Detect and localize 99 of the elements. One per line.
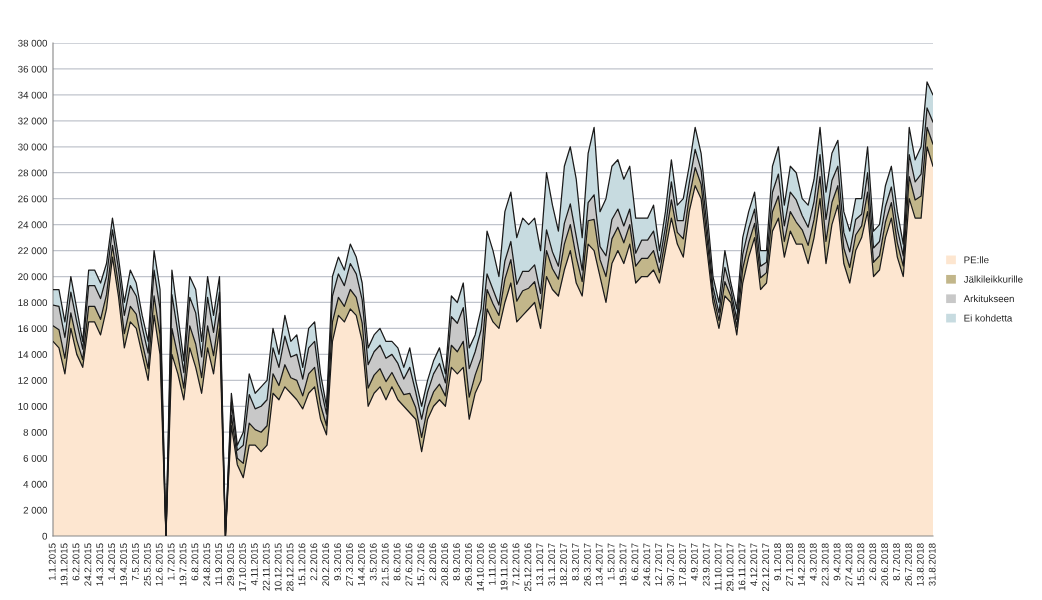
y-tick-label: 26 000 [18, 195, 48, 203]
x-tick-label: 17.8.2017 [679, 543, 686, 586]
y-tick-label: 38 000 [18, 39, 48, 47]
x-tick-label: 8.9.2016 [453, 543, 460, 581]
x-tick-label: 6.6.2017 [631, 543, 639, 581]
x-tick-label: 28.12.2015 [286, 543, 294, 592]
y-tick-label: 0 [42, 532, 48, 540]
x-tick-label: 6.8.2015 [191, 543, 199, 581]
y-tick-label: 32 000 [18, 117, 48, 125]
x-tick-label: 2.8.2016 [429, 543, 437, 581]
x-tick-label: 22.3.2018 [821, 543, 829, 586]
y-tick-label: 34 000 [18, 91, 48, 99]
x-tick-label: 14.10.2016 [476, 543, 484, 591]
x-tick-label: 29.10.2017 [726, 543, 734, 592]
x-tick-label: 23.9.2017 [702, 543, 710, 586]
x-tick-label: 13.4.2017 [595, 543, 603, 586]
y-tick-label: 36 000 [18, 65, 48, 73]
x-tick-label: 1.4.2015 [108, 543, 116, 581]
x-tick-label: 9.4.2018 [833, 543, 841, 581]
x-tick-label: 26.9.2016 [464, 543, 472, 586]
x-tick-label: 25.12.2016 [524, 543, 532, 592]
x-tick-label: 19.1.2015 [60, 543, 68, 586]
x-tick-label: 8.7.2018 [893, 543, 900, 581]
y-tick-label: 14 000 [18, 351, 48, 358]
y-tick-label: 16 000 [18, 325, 48, 333]
x-tick-label: 19.11.2016 [500, 543, 508, 591]
y-tick-label: 12 000 [18, 377, 48, 384]
y-tick-label: 18 000 [18, 299, 48, 307]
x-tick-label: 14.2.2018 [797, 543, 805, 586]
x-tick-label: 14.4.2016 [357, 543, 365, 586]
y-tick-label: 10 000 [18, 403, 48, 410]
y-tick-label: 28 000 [18, 169, 48, 177]
legend-label: PE:lle [964, 256, 989, 264]
x-tick-label: 27.4.2018 [845, 543, 853, 586]
legend-label: Jälkileikkurille [963, 275, 1023, 283]
x-tick-label: 13.1.2017 [536, 543, 544, 586]
y-tick-label: 8 000 [23, 428, 48, 436]
x-tick-label: 31.1.2017 [548, 543, 556, 586]
x-tick-label: 24.8.2015 [203, 543, 211, 586]
x-tick-label: 1.1.2015 [48, 543, 56, 581]
x-tick-label: 12.6.2015 [155, 543, 163, 586]
x-tick-label: 18.2.2017 [560, 543, 567, 586]
x-tick-label: 21.5.2016 [381, 543, 389, 586]
x-tick-label: 19.4.2015 [120, 543, 127, 586]
x-tick-label: 19.5.2017 [619, 543, 627, 586]
x-tick-label: 13.8.2018 [916, 543, 924, 586]
x-tick-label: 31.8.2018 [928, 543, 936, 586]
x-tick-label: 30.7.2017 [667, 543, 674, 586]
x-tick-label: 3.5.2016 [369, 543, 377, 581]
x-tick-label: 25.5.2015 [143, 543, 151, 586]
x-tick-label: 17.10.2015 [239, 543, 246, 591]
x-tick-label: 20.8.2016 [441, 543, 449, 586]
x-tick-label: 15.1.2016 [298, 543, 306, 586]
x-tick-label: 1.11.2016 [488, 543, 496, 585]
x-tick-label: 26.7.2018 [904, 543, 912, 586]
x-tick-label: 29.9.2015 [227, 543, 234, 586]
x-tick-label: 20.6.2018 [881, 543, 889, 586]
x-tick-label: 14.3.2015 [96, 543, 104, 586]
x-tick-label: 8.6.2016 [393, 543, 401, 581]
x-tick-label: 4.9.2017 [690, 543, 698, 581]
x-tick-label: 15.5.2018 [857, 543, 865, 586]
legend-label: Ei kohdetta [964, 314, 1013, 322]
x-tick-label: 8.3.2017 [571, 543, 579, 581]
x-tick-label: 9.1.2018 [774, 543, 782, 581]
x-tick-label: 11.9.2015 [215, 543, 223, 585]
x-tick-label: 12.7.2017 [655, 543, 663, 586]
legend-label: Arkitukseen [963, 295, 1014, 303]
x-tick-label: 27.6.2016 [405, 543, 413, 586]
x-tick-label: 9.3.2016 [334, 543, 342, 581]
y-tick-label: 2 000 [23, 506, 48, 514]
x-tick-label: 27.1.2018 [786, 543, 793, 586]
x-tick-label: 2.2.2016 [310, 543, 318, 581]
x-tick-label: 4.11.2015 [250, 543, 258, 586]
y-tick-label: 22 000 [18, 247, 48, 255]
y-tick-label: 20 000 [18, 273, 48, 281]
x-tick-label: 16.11.2017 [738, 543, 746, 591]
x-tick-label: 22.11.2015 [262, 543, 270, 591]
x-tick-label: 26.3.2017 [583, 543, 591, 586]
x-tick-label: 4.12.2017 [750, 543, 758, 586]
y-tick-label: 4 000 [23, 480, 48, 488]
x-tick-label: 24.2.2015 [84, 543, 92, 586]
x-tick-label: 22.12.2017 [762, 543, 770, 592]
x-tick-label: 7.5.2015 [131, 543, 139, 581]
y-tick-label: 30 000 [18, 143, 48, 151]
x-tick-label: 20.2.2016 [322, 543, 330, 586]
y-tick-label: 6 000 [23, 454, 48, 462]
x-tick-label: 1.7.2015 [167, 543, 175, 581]
x-tick-label: 24.6.2017 [643, 543, 651, 586]
x-tick-label: 7.12.2016 [512, 543, 520, 586]
x-tick-label: 27.3.2016 [346, 543, 353, 586]
x-tick-label: 19.7.2015 [179, 543, 187, 586]
y-tick-label: 24 000 [18, 221, 48, 229]
x-tick-label: 1.5.2017 [607, 543, 615, 581]
x-tick-label: 10.12.2015 [274, 543, 282, 591]
x-tick-label: 15.7.2016 [417, 543, 425, 586]
x-tick-label: 4.3.2018 [809, 543, 817, 581]
x-tick-label: 11.10.2017 [714, 543, 722, 591]
x-tick-label: 2.6.2018 [869, 543, 877, 581]
x-tick-label: 6.2.2015 [72, 543, 80, 581]
